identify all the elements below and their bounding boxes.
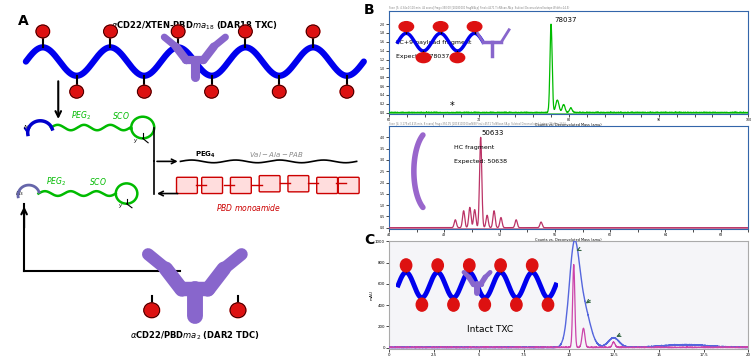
Text: Scan [5: 4.34±0.110 min, 46 scans] Frag=350.0V [20181000 FragN/A-p] Final=4571 T: Scan [5: 4.34±0.110 min, 46 scans] Frag=… — [389, 6, 569, 10]
Circle shape — [138, 85, 151, 98]
Y-axis label: mAU: mAU — [370, 290, 373, 300]
Text: B: B — [364, 3, 374, 17]
Text: HC fragment: HC fragment — [454, 145, 494, 149]
Text: 50633: 50633 — [482, 130, 504, 136]
Circle shape — [230, 303, 246, 318]
Text: $\mathbf{PEG_4}$: $\mathbf{PEG_4}$ — [195, 149, 215, 160]
Circle shape — [272, 85, 286, 98]
Circle shape — [104, 25, 117, 38]
Text: $\alpha$CD22/PBD$\mathit{ma}_{2}$ (DAR2 TDC): $\alpha$CD22/PBD$\mathit{ma}_{2}$ (DAR2 … — [130, 330, 259, 342]
Text: $\mathit{PEG_2}$: $\mathit{PEG_2}$ — [71, 109, 91, 122]
FancyBboxPatch shape — [202, 177, 222, 194]
Text: $\mathit{SCO}$: $\mathit{SCO}$ — [88, 176, 107, 187]
Circle shape — [36, 25, 50, 38]
Circle shape — [172, 25, 185, 38]
FancyBboxPatch shape — [259, 176, 280, 192]
Circle shape — [306, 25, 320, 38]
Text: Expected: 78037: Expected: 78037 — [396, 54, 449, 59]
Text: $\mathit{SCO}$: $\mathit{SCO}$ — [112, 110, 130, 121]
Text: Intact TXC: Intact TXC — [466, 325, 513, 334]
Text: *: * — [450, 101, 454, 111]
FancyBboxPatch shape — [338, 177, 359, 194]
Text: $\alpha$CD22/XTEN-PBD$\mathit{ma}_{18}$ (DAR18 TXC): $\alpha$CD22/XTEN-PBD$\mathit{ma}_{18}$ … — [111, 19, 278, 32]
Text: C: C — [364, 233, 374, 247]
Text: Scan [4: 3.175±0.415 min, 8 scans] Frag=350.0V [20181000 DissN/B Final=4571 TicN: Scan [4: 3.175±0.415 min, 8 scans] Frag=… — [389, 122, 565, 126]
Text: $\mathit{y}$: $\mathit{y}$ — [119, 202, 124, 210]
Circle shape — [70, 85, 83, 98]
Text: $\mathit{y}$: $\mathit{y}$ — [133, 137, 138, 145]
X-axis label: Counts vs. Deconvoluted Mass (amu): Counts vs. Deconvoluted Mass (amu) — [535, 238, 602, 242]
Text: $\mathit{PEG_2}$: $\mathit{PEG_2}$ — [45, 175, 66, 188]
Circle shape — [340, 85, 354, 98]
Text: LC+9 payload fragment: LC+9 payload fragment — [396, 40, 472, 45]
Circle shape — [144, 303, 160, 318]
Text: Expected: 50638: Expected: 50638 — [454, 159, 507, 164]
Text: $\mathit{Val-Ala-PAB}$: $\mathit{Val-Ala-PAB}$ — [249, 150, 303, 159]
Text: $N_3$: $N_3$ — [15, 189, 24, 198]
X-axis label: Counts vs. Deconvoluted Mass (amu): Counts vs. Deconvoluted Mass (amu) — [535, 123, 602, 127]
Circle shape — [205, 85, 218, 98]
Circle shape — [239, 25, 253, 38]
FancyBboxPatch shape — [317, 177, 338, 194]
Text: $N_3$: $N_3$ — [23, 123, 32, 132]
Text: A: A — [18, 14, 29, 27]
FancyBboxPatch shape — [288, 176, 308, 192]
FancyBboxPatch shape — [176, 177, 197, 194]
Text: $\mathit{PBD\ monoamide}$: $\mathit{PBD\ monoamide}$ — [216, 202, 281, 212]
FancyBboxPatch shape — [231, 177, 251, 194]
Text: 78037: 78037 — [554, 17, 577, 23]
